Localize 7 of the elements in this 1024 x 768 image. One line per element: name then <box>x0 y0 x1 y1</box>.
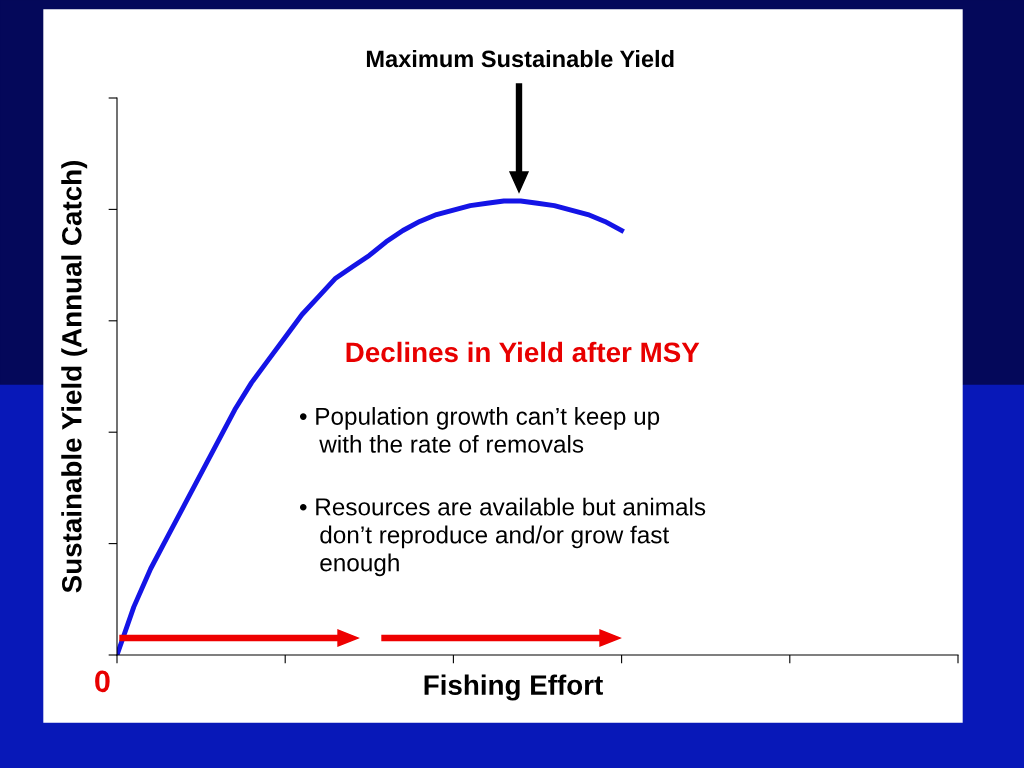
text: 0 <box>95 670 110 693</box>
x-axis-title: Fishing Effort <box>424 674 603 701</box>
y-axis-title: Sustainable Yield (Annual Catch) <box>61 161 88 593</box>
text: Maximum Sustainable Yield <box>366 49 674 68</box>
annotation: • Population growth can’t keep up with the rate of removals <box>299 407 660 453</box>
annotation: Declines in Yield after MSY <box>346 341 700 363</box>
annotation: • Resources are available but animals don’t reproduce and/or grow fast enough <box>299 497 706 577</box>
